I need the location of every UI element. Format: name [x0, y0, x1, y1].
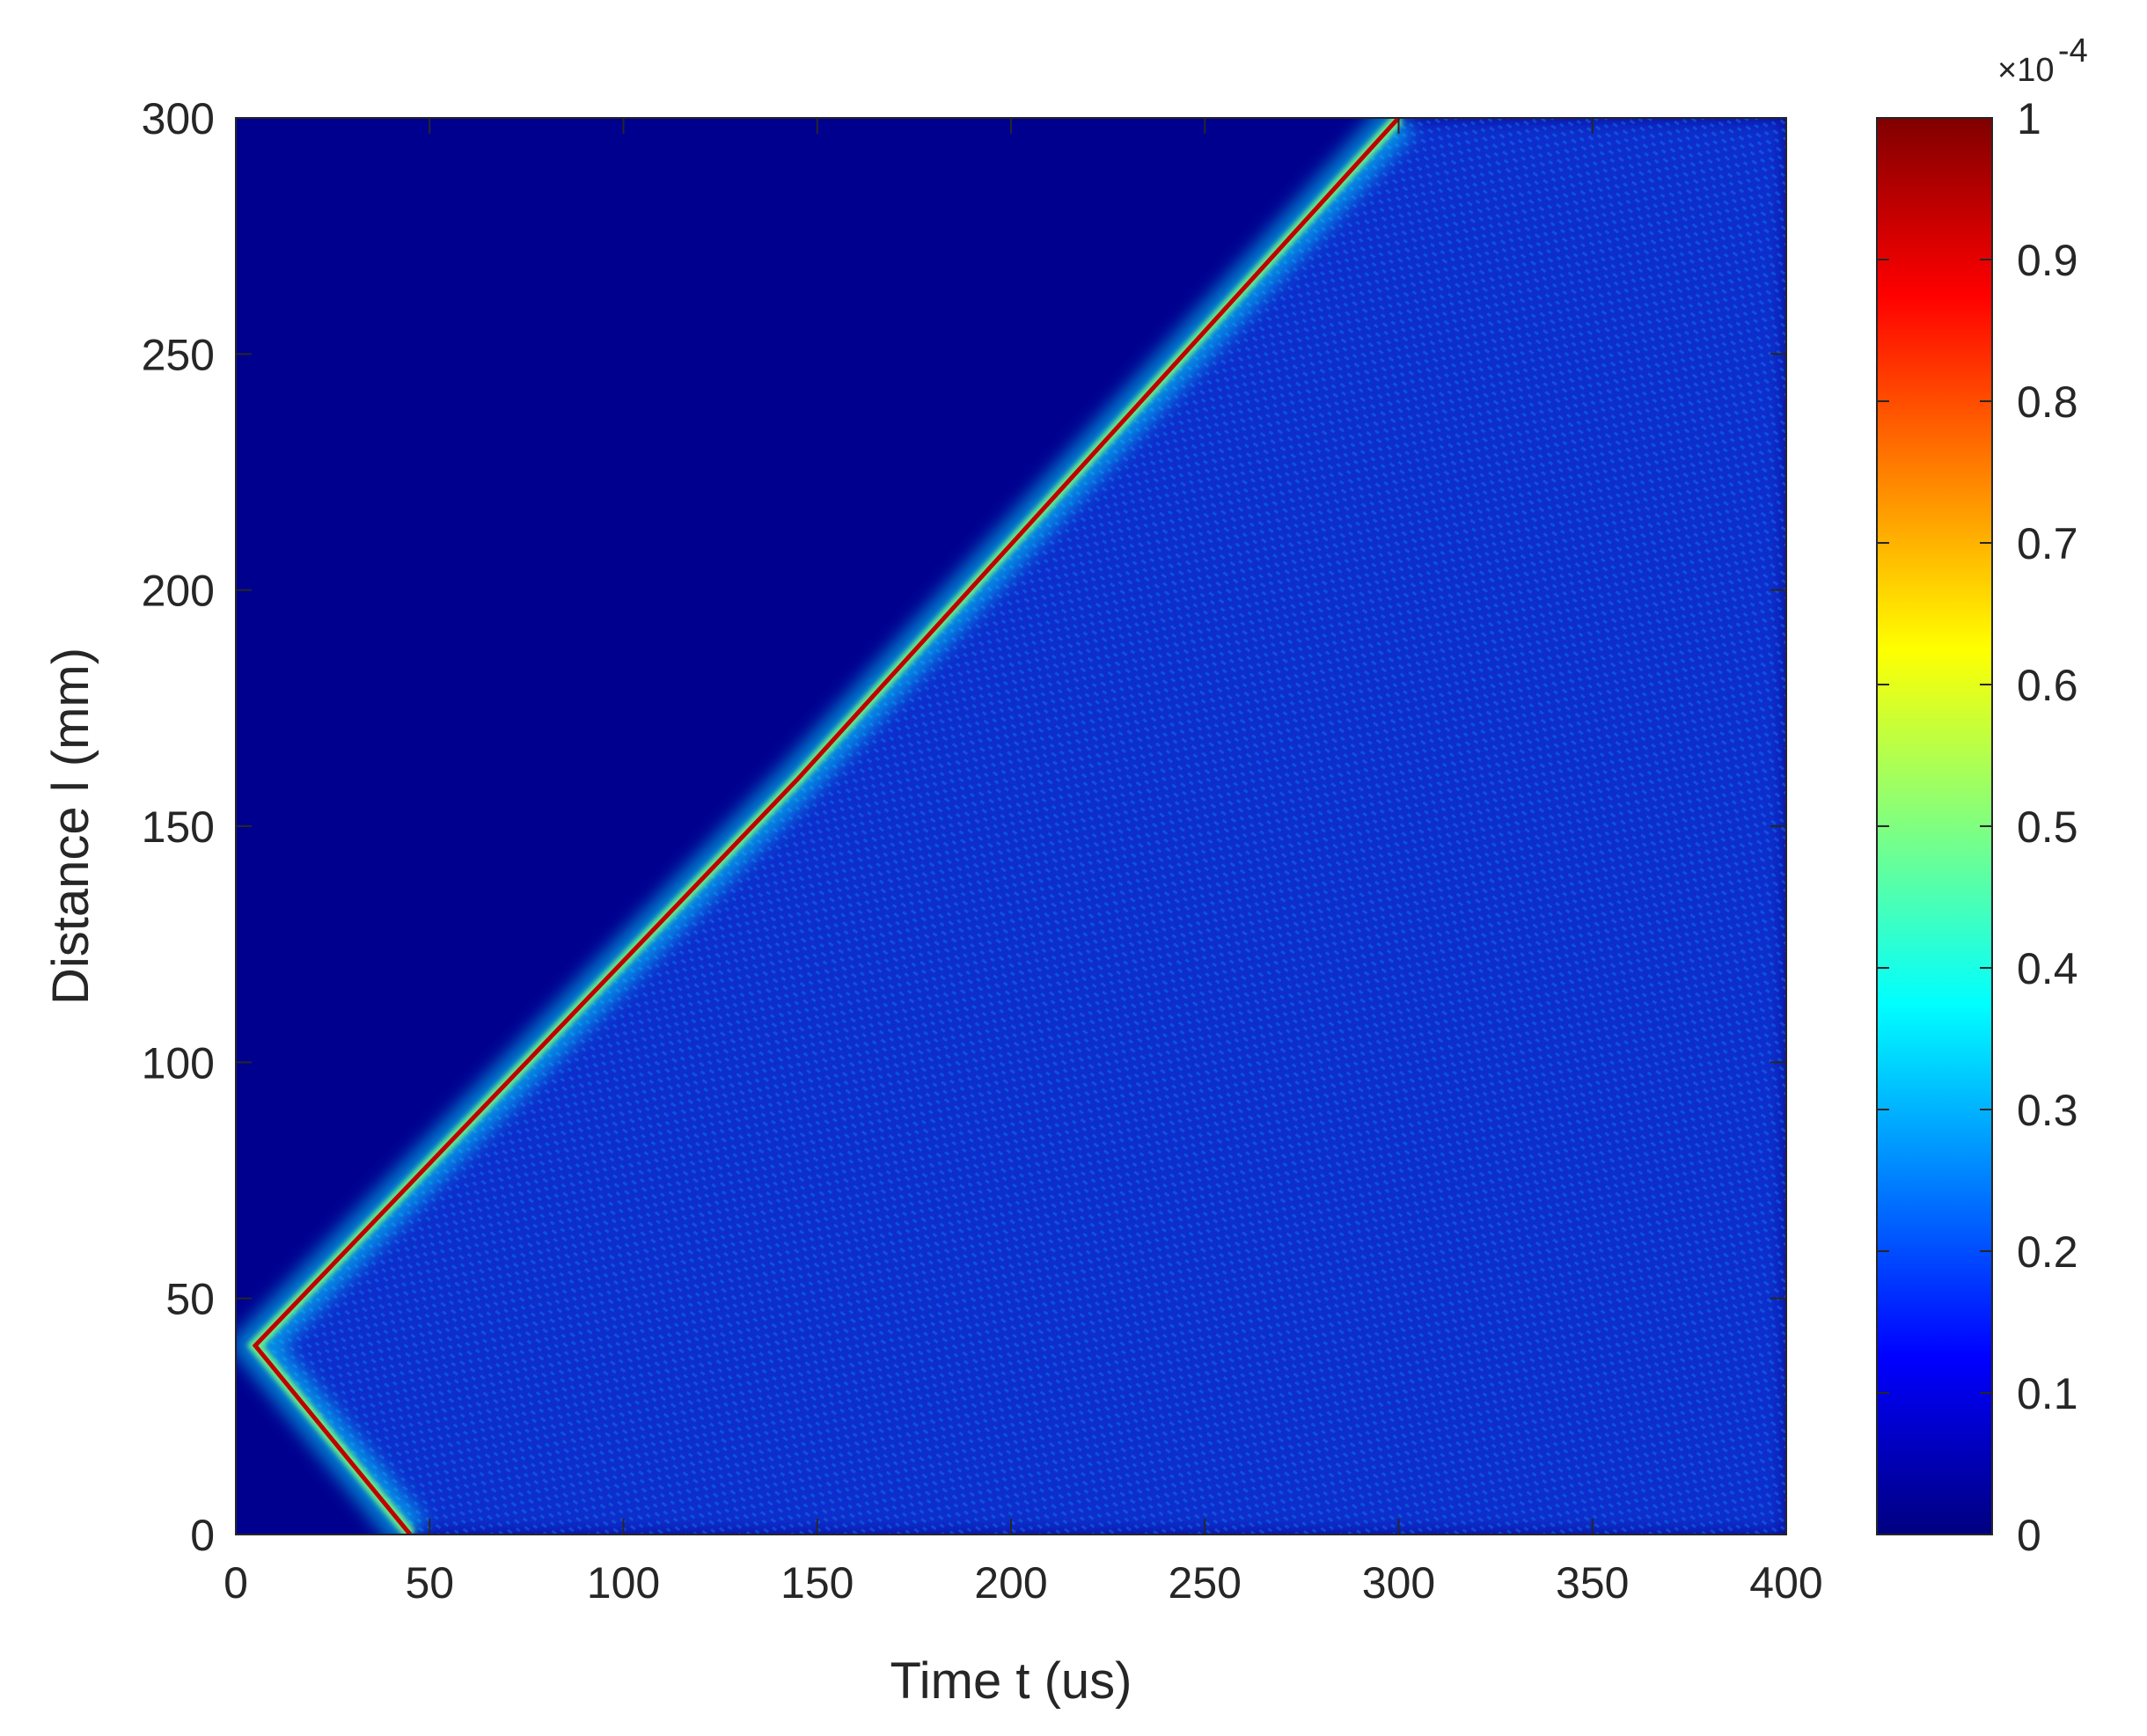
colorbar-gradient: [1877, 118, 1992, 1535]
x-tick-label: 200: [974, 1558, 1047, 1608]
colorbar-tick-label: 0.5: [2017, 802, 2078, 852]
colorbar-tick-label: 0.9: [2017, 236, 2078, 285]
x-tick-label: 150: [780, 1558, 854, 1608]
y-tick-label: 150: [142, 802, 215, 852]
x-tick-label: 0: [223, 1558, 248, 1608]
x-tick-label: 100: [587, 1558, 660, 1608]
colorbar-tick-label: 1: [2017, 94, 2041, 143]
colorbar-tick-label: 0: [2017, 1511, 2041, 1560]
x-tick-label: 350: [1556, 1558, 1629, 1608]
y-tick-label: 300: [142, 94, 215, 143]
colorbar-multiplier-exponent: -4: [2058, 33, 2088, 70]
wave-field-texture: [255, 118, 1786, 1535]
colorbar-tick-label: 0.1: [2017, 1369, 2078, 1418]
wave-front-peak: [252, 118, 1401, 1535]
colorbar-multiplier-base: ×10: [1997, 52, 2054, 89]
colorbar-tick-label: 0.3: [2017, 1086, 2078, 1135]
y-tick-label: 0: [190, 1511, 215, 1560]
x-tick-label: 400: [1749, 1558, 1822, 1608]
x-tick-label: 250: [1169, 1558, 1242, 1608]
y-tick-label: 100: [142, 1038, 215, 1088]
y-tick-label: 200: [142, 567, 215, 616]
colorbar: 0 0.1 0.2 0.3 0.4 0.5 0.6 0.7 0.8 0.9 1 ×10 -4: [1876, 33, 2088, 1560]
main-axes: 0 50 100 150 200 250 300 350 400 0 50 100 150 200 250…: [42, 94, 1823, 1710]
x-tick-label: 300: [1362, 1558, 1435, 1608]
y-tick-label: 50: [165, 1275, 215, 1324]
x-axis-title: Time t (us): [890, 1652, 1132, 1710]
colorbar-tick-label: 0.7: [2017, 519, 2078, 568]
x-axis-ticks: 0 50 100 150 200 250 300 350 400: [223, 118, 1823, 1608]
y-axis-title: Distance l (mm): [42, 648, 99, 1005]
colorbar-multiplier: ×10 -4: [1997, 33, 2088, 89]
colorbar-tick-label: 0.8: [2017, 377, 2078, 427]
heatmap-plot-area: [236, 118, 1786, 1535]
colorbar-tick-label: 0.4: [2017, 944, 2078, 993]
colorbar-tick-label: 0.2: [2017, 1227, 2078, 1277]
y-tick-label: 250: [142, 330, 215, 379]
y-axis-ticks: 0 50 100 150 200 250 300: [142, 94, 1786, 1560]
colorbar-ticks: 0 0.1 0.2 0.3 0.4 0.5 0.6 0.7 0.8 0.9 1: [1877, 94, 2078, 1560]
colorbar-tick-label: 0.6: [2017, 661, 2078, 710]
x-tick-label: 50: [405, 1558, 454, 1608]
